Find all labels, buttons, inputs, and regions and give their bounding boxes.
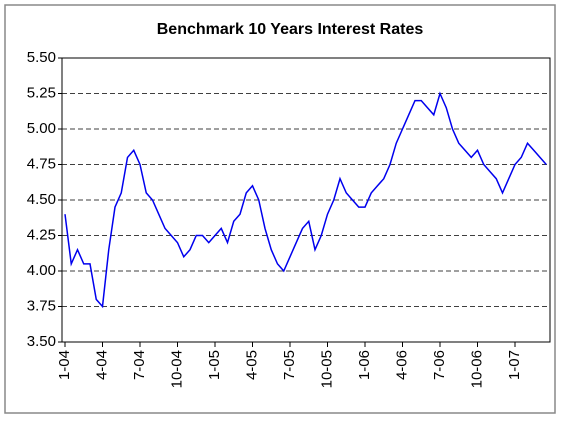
x-tick-label: 10-06 <box>468 350 485 388</box>
x-tick-label: 7-05 <box>281 350 298 380</box>
x-tick-label: 10-04 <box>168 350 185 388</box>
x-tick-label: 7-04 <box>131 350 148 380</box>
y-tick-label: 4.50 <box>27 191 56 208</box>
chart-frame <box>4 4 556 414</box>
chart-title: Benchmark 10 Years Interest Rates <box>157 21 424 38</box>
y-tick-label: 3.50 <box>27 333 56 350</box>
line-series <box>64 91 547 309</box>
y-tick-label: 3.75 <box>27 297 56 314</box>
y-tick-label: 4.75 <box>27 155 56 172</box>
x-tick-label: 1-04 <box>56 350 73 380</box>
x-tick-label: 4-05 <box>243 350 260 380</box>
plot-area <box>61 57 551 343</box>
x-tick-label: 1-06 <box>356 350 373 380</box>
x-tick-label: 1-05 <box>206 350 223 380</box>
x-tick-label: 1-07 <box>506 350 523 380</box>
y-tick-label: 4.25 <box>27 226 56 243</box>
y-tick-label: 5.25 <box>27 84 56 101</box>
x-tick-label: 4-06 <box>393 350 410 380</box>
x-tick-label: 4-04 <box>93 350 110 380</box>
x-tick-label: 10-05 <box>318 350 335 388</box>
x-tick-label: 7-06 <box>431 350 448 380</box>
y-tick-label: 5.00 <box>27 120 56 137</box>
y-tick-label: 4.00 <box>27 262 56 279</box>
y-tick-label: 5.50 <box>27 49 56 66</box>
